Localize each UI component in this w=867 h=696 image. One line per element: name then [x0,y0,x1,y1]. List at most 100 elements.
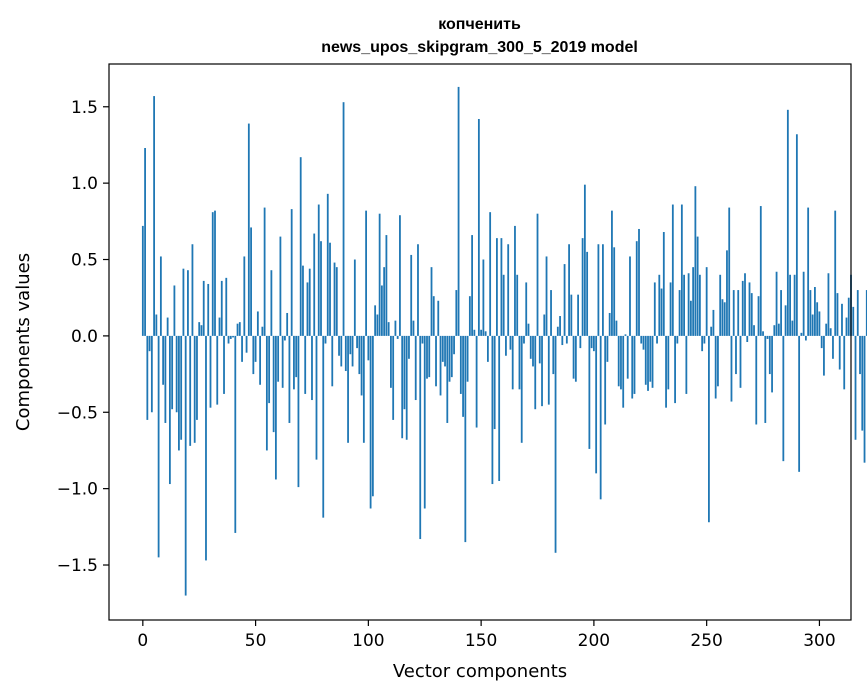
bar [698,274,701,336]
bar [739,335,742,388]
bar [771,335,773,393]
x-tick-label: 0 [137,631,148,651]
bar [606,335,609,362]
y-tick-label: 1.0 [71,174,98,194]
bar [638,228,640,336]
bar [599,335,602,500]
bar [441,335,444,362]
bar [656,335,658,344]
bar [511,335,514,390]
bar [166,317,169,336]
bar [694,186,697,336]
bar [150,335,153,413]
bar [387,322,390,336]
bar [229,335,232,339]
bar [620,335,622,390]
bar [184,335,187,596]
bar [286,312,289,336]
bar [180,335,183,440]
bar [247,123,250,336]
y-axis-label: Components values [13,253,34,431]
bar [863,335,866,463]
bar [376,314,379,336]
bar [369,335,372,509]
bar [457,86,460,336]
bar [279,236,282,336]
bar [865,290,867,336]
bar [322,335,325,518]
bar [527,323,530,336]
bar [721,299,724,336]
bar-series [141,86,867,596]
bar [159,256,162,336]
bar [552,335,555,375]
bar [647,335,649,391]
bar [326,193,329,336]
bar [277,335,280,382]
bar [281,335,284,388]
bar [640,335,643,344]
bar [737,290,740,336]
bar [811,314,814,336]
chart-title-line1: копченить [438,16,521,33]
bar [597,244,600,336]
bar [371,335,374,497]
bar [730,335,733,402]
bar [232,335,234,338]
bar [559,316,561,336]
bar [317,204,320,336]
bar [744,273,746,336]
bar [784,305,787,336]
bar [773,325,776,336]
bar [207,283,210,336]
bar [320,241,322,336]
bar [417,244,419,336]
bar [669,282,672,336]
x-axis-label: Vector components [393,661,567,682]
x-tick-label: 250 [690,631,722,651]
bar [556,326,559,336]
bar [827,273,830,336]
bar [577,294,579,336]
bar [509,335,512,350]
bar [568,244,570,336]
bar [768,335,771,375]
bar [626,335,629,379]
y-axis-ticks: 1.5 1.0 0.5 0.0 −0.5 −1.0 −1.5 [57,98,109,576]
bar [838,335,841,370]
x-tick-label: 50 [245,631,267,651]
bar [717,335,719,387]
bar [462,335,464,417]
bar [453,335,455,355]
y-tick-label: 0.5 [71,251,98,271]
bar [399,215,401,336]
bar [534,335,537,410]
bar [572,335,575,379]
bar [602,244,604,336]
bar [331,335,334,387]
bar [780,290,782,336]
bar [426,335,428,379]
bar [295,335,298,378]
bar [245,335,248,353]
bar [259,335,261,385]
bar [782,335,785,462]
bar [726,250,728,336]
bar [200,325,203,336]
bar [178,335,180,451]
bar [714,335,717,399]
bar [622,335,625,408]
bar [227,335,230,344]
bar [586,251,589,336]
bar [471,235,473,336]
bar [554,335,557,553]
bar [193,335,196,443]
bar [293,335,295,390]
bar [829,328,832,336]
bar [220,280,223,336]
bar [175,335,178,413]
bar [841,303,843,336]
bar [493,335,496,430]
bar [680,204,683,336]
bar [595,335,598,474]
